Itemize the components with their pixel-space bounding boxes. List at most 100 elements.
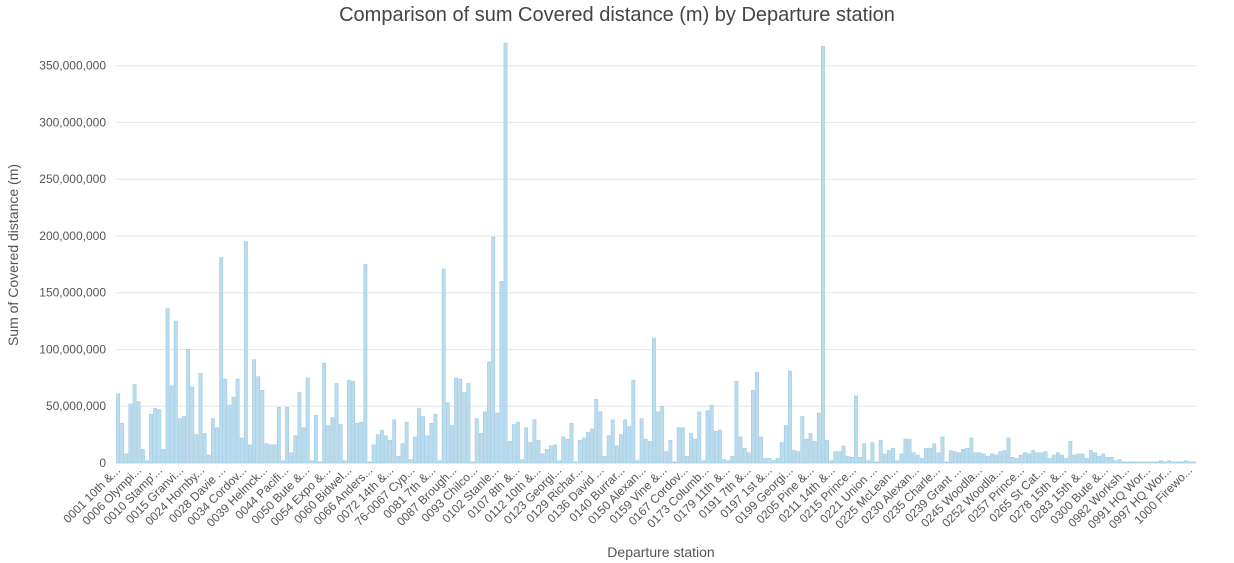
bar[interactable]: [165, 308, 170, 464]
bar[interactable]: [586, 432, 590, 464]
bar[interactable]: [503, 42, 508, 464]
bar[interactable]: [363, 264, 368, 464]
bar[interactable]: [878, 439, 883, 464]
bar[interactable]: [124, 453, 129, 464]
bar[interactable]: [252, 359, 256, 464]
bar[interactable]: [515, 421, 520, 464]
bar[interactable]: [536, 439, 541, 464]
bar[interactable]: [445, 402, 450, 464]
bar[interactable]: [231, 396, 236, 464]
bar[interactable]: [1027, 453, 1031, 464]
bar[interactable]: [384, 435, 388, 464]
bar[interactable]: [709, 404, 714, 464]
bar[interactable]: [680, 427, 685, 464]
bar[interactable]: [660, 405, 665, 464]
bar[interactable]: [557, 460, 562, 464]
bar[interactable]: [466, 383, 471, 464]
bar[interactable]: [750, 390, 755, 464]
bar[interactable]: [524, 427, 529, 464]
bar[interactable]: [821, 46, 825, 464]
bar[interactable]: [985, 455, 990, 464]
bar[interactable]: [116, 393, 120, 464]
bar[interactable]: [1101, 453, 1106, 464]
bar[interactable]: [429, 422, 434, 464]
bar[interactable]: [202, 433, 207, 464]
bar[interactable]: [1080, 453, 1085, 464]
bar[interactable]: [990, 453, 994, 464]
bar[interactable]: [763, 458, 768, 464]
bar[interactable]: [1088, 450, 1093, 464]
bar[interactable]: [643, 438, 648, 464]
bar[interactable]: [1014, 458, 1019, 464]
bar[interactable]: [177, 418, 182, 464]
bar[interactable]: [866, 460, 871, 464]
bar[interactable]: [314, 415, 318, 464]
bar[interactable]: [886, 450, 891, 464]
bar[interactable]: [182, 416, 186, 464]
bar[interactable]: [478, 433, 483, 464]
bar[interactable]: [136, 401, 141, 464]
bar[interactable]: [792, 450, 796, 464]
bar[interactable]: [845, 455, 850, 464]
bar[interactable]: [359, 421, 364, 464]
bar[interactable]: [256, 376, 261, 464]
bar[interactable]: [606, 435, 611, 464]
bar[interactable]: [425, 435, 430, 464]
bar[interactable]: [705, 410, 710, 464]
bar[interactable]: [767, 458, 772, 464]
bar[interactable]: [1006, 437, 1011, 464]
bar[interactable]: [219, 257, 224, 464]
bar[interactable]: [652, 337, 656, 464]
bar[interactable]: [693, 438, 698, 464]
bar[interactable]: [458, 378, 463, 464]
bar[interactable]: [689, 433, 693, 464]
bar[interactable]: [726, 460, 731, 464]
bar[interactable]: [528, 442, 533, 464]
bar[interactable]: [614, 445, 619, 464]
bar[interactable]: [338, 424, 343, 464]
bar[interactable]: [841, 445, 846, 464]
bar[interactable]: [771, 460, 776, 464]
bar[interactable]: [911, 452, 916, 464]
bar[interactable]: [276, 407, 281, 464]
bar[interactable]: [454, 377, 458, 464]
bar[interactable]: [1183, 460, 1188, 464]
bar[interactable]: [483, 411, 487, 464]
bar[interactable]: [334, 383, 339, 464]
bar[interactable]: [829, 460, 834, 464]
bar[interactable]: [495, 412, 500, 464]
bar[interactable]: [965, 447, 970, 464]
bar[interactable]: [919, 458, 924, 464]
bar[interactable]: [223, 378, 228, 464]
bar[interactable]: [520, 459, 524, 464]
bar[interactable]: [1192, 461, 1196, 464]
bar[interactable]: [1167, 460, 1172, 464]
bar[interactable]: [594, 399, 599, 464]
bar[interactable]: [998, 451, 1003, 464]
bar[interactable]: [396, 455, 401, 464]
bar[interactable]: [874, 461, 879, 464]
bar[interactable]: [788, 370, 792, 464]
bar[interactable]: [656, 411, 660, 464]
bar[interactable]: [924, 447, 928, 464]
bar[interactable]: [326, 425, 331, 464]
bar[interactable]: [1146, 461, 1151, 464]
bar[interactable]: [1056, 452, 1060, 464]
bar[interactable]: [816, 412, 821, 464]
bar[interactable]: [243, 241, 248, 464]
bar[interactable]: [544, 449, 549, 464]
bar[interactable]: [940, 436, 945, 464]
bar[interactable]: [227, 404, 232, 464]
bar[interactable]: [973, 452, 978, 464]
bar[interactable]: [297, 392, 302, 464]
bar[interactable]: [190, 386, 195, 464]
bar[interactable]: [915, 454, 920, 464]
bar[interactable]: [627, 426, 632, 464]
bar[interactable]: [235, 378, 240, 464]
bar[interactable]: [581, 437, 586, 464]
bar[interactable]: [346, 379, 351, 464]
bar[interactable]: [198, 373, 203, 464]
bar[interactable]: [804, 438, 809, 464]
bar[interactable]: [153, 408, 158, 464]
bar[interactable]: [631, 379, 636, 464]
